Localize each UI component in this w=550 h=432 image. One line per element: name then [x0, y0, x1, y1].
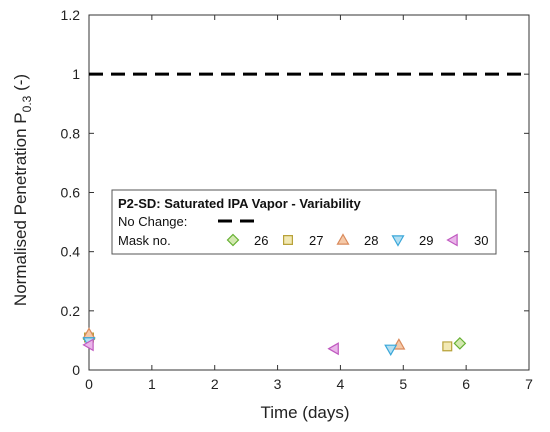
legend-mask-label: Mask no.	[118, 233, 171, 248]
y-axis-label: Normalised Penetration P0.3 (-)	[11, 74, 34, 306]
legend-no-change-label: No Change:	[118, 214, 187, 229]
x-tick-label: 6	[462, 376, 470, 392]
data-point-mask-27	[442, 341, 453, 352]
data-point-mask-26	[453, 337, 467, 350]
y-tick-label: 0.2	[61, 303, 81, 319]
data-point-mask-30	[327, 342, 339, 356]
x-tick-label: 7	[525, 376, 533, 392]
legend-entry-label: 28	[364, 233, 378, 248]
x-tick-label: 2	[211, 376, 219, 392]
legend-marker-mask-28	[336, 233, 350, 245]
legend-marker-mask-30	[446, 233, 458, 247]
legend: P2-SD: Saturated IPA Vapor - Variability…	[111, 189, 497, 255]
y-tick-label: 0.6	[61, 185, 81, 201]
x-tick-label: 5	[399, 376, 407, 392]
legend-marker-mask-26	[226, 233, 240, 247]
legend-entry-label: 30	[474, 233, 488, 248]
x-tick-label: 4	[337, 376, 345, 392]
legend-box	[111, 189, 497, 255]
y-axis-label-suffix: (-)	[11, 74, 30, 96]
legend-entry-label: 26	[254, 233, 268, 248]
y-axis-label-subscript: 0.3	[20, 95, 34, 112]
legend-marker-mask-27	[283, 235, 293, 245]
x-tick-label: 1	[148, 376, 156, 392]
x-axis-label: Time (days)	[260, 403, 349, 422]
data-point-mask-28	[392, 338, 406, 350]
y-tick-label: 1	[72, 66, 80, 82]
y-tick-label: 0.4	[61, 244, 81, 260]
y-axis-label-main: Normalised Penetration P	[11, 112, 30, 306]
data-point-mask-29	[384, 344, 398, 357]
y-tick-label: 1.2	[61, 7, 81, 23]
data-point-mask-30	[82, 338, 94, 352]
y-tick-label: 0	[72, 362, 80, 378]
x-tick-label: 0	[85, 376, 93, 392]
legend-entry-label: 29	[419, 233, 433, 248]
y-tick-label: 0.8	[61, 125, 81, 141]
legend-entry-label: 27	[309, 233, 323, 248]
legend-marker-mask-29	[391, 235, 405, 247]
legend-title: P2-SD: Saturated IPA Vapor - Variability	[118, 196, 362, 211]
x-tick-label: 3	[274, 376, 282, 392]
